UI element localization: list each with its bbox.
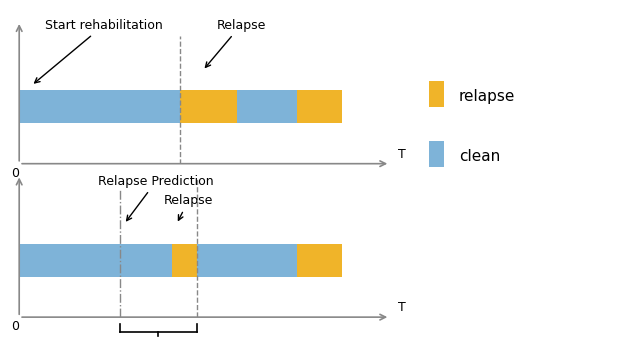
Bar [298,90,342,123]
Bar [19,90,180,123]
Text: T: T [398,148,406,161]
Text: 0: 0 [11,320,19,333]
Bar [237,90,298,123]
Bar [429,140,444,167]
Bar [429,80,444,107]
Bar [172,243,196,277]
Text: relapse: relapse [459,89,515,104]
Text: Relapse: Relapse [164,194,213,220]
Text: T: T [398,301,406,314]
Text: Relapse: Relapse [205,19,266,67]
Bar [19,243,172,277]
Text: Relapse Prediction: Relapse Prediction [99,175,214,221]
Text: clean: clean [459,149,500,164]
Bar [180,90,237,123]
Bar [196,243,298,277]
Bar [298,243,342,277]
Text: Start rehabilitation: Start rehabilitation [35,19,163,83]
Text: 0: 0 [11,167,19,180]
